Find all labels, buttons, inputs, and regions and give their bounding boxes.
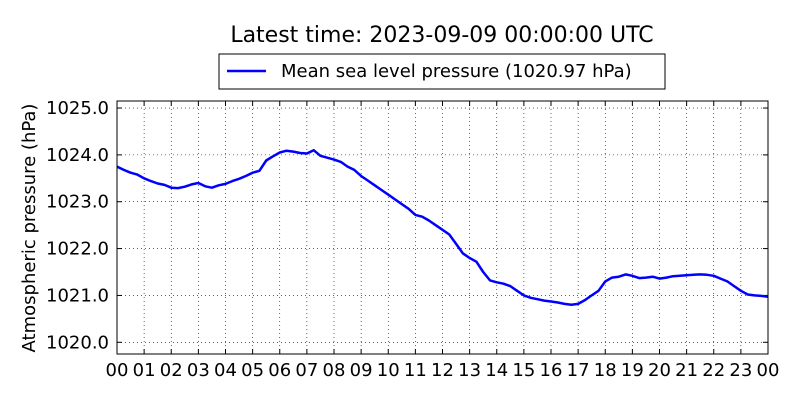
y-tick-label: 1024.0 bbox=[46, 145, 109, 166]
x-tick-label: 05 bbox=[241, 360, 264, 381]
grid bbox=[117, 101, 768, 354]
x-tick-label: 12 bbox=[431, 360, 454, 381]
x-tick-label: 23 bbox=[729, 360, 752, 381]
y-axis-label: Atmospheric pressure (hPa) bbox=[19, 104, 40, 353]
legend-label: Mean sea level pressure (1020.97 hPa) bbox=[281, 61, 632, 82]
x-tick-label: 21 bbox=[675, 360, 698, 381]
x-tick-label: 14 bbox=[485, 360, 508, 381]
x-tick-label: 10 bbox=[377, 360, 400, 381]
x-tick-label: 07 bbox=[295, 360, 318, 381]
x-tick-label: 20 bbox=[648, 360, 671, 381]
x-tick-label: 00 bbox=[106, 360, 129, 381]
x-tick-label: 03 bbox=[187, 360, 210, 381]
x-tick-label: 04 bbox=[214, 360, 237, 381]
x-tick-label: 15 bbox=[512, 360, 535, 381]
chart-title: Latest time: 2023-09-09 00:00:00 UTC bbox=[230, 23, 653, 48]
y-tick-label: 1020.0 bbox=[46, 332, 109, 353]
legend: Mean sea level pressure (1020.97 hPa) bbox=[218, 53, 666, 90]
x-tick-label: 06 bbox=[268, 360, 291, 381]
x-tick-label: 01 bbox=[133, 360, 156, 381]
y-tick-label: 1022.0 bbox=[46, 239, 109, 260]
y-tick-label: 1025.0 bbox=[46, 98, 109, 119]
x-tick-label: 17 bbox=[567, 360, 590, 381]
x-tick-label: 16 bbox=[540, 360, 563, 381]
x-tick-label: 09 bbox=[350, 360, 373, 381]
y-tick-label: 1023.0 bbox=[46, 192, 109, 213]
plot-frame bbox=[116, 100, 769, 355]
x-tick-label: 13 bbox=[458, 360, 481, 381]
plot-area bbox=[117, 101, 768, 354]
y-tick-label: 1021.0 bbox=[46, 285, 109, 306]
x-tick-labels: 00 01 02 03 04 05 06 07 08 09 10 11 12 13 14 15 16 17 18 19… bbox=[106, 360, 780, 381]
legend-box bbox=[218, 53, 666, 90]
ticks bbox=[116, 101, 769, 354]
x-tick-label: 19 bbox=[621, 360, 644, 381]
series-line-mean-sea-level-pressure bbox=[116, 148, 769, 307]
x-tick-label: 22 bbox=[702, 360, 725, 381]
y-tick-labels: 1020.0 1021.0 1022.0 1023.0 1024.0 1025.0 bbox=[46, 98, 109, 353]
series-layer bbox=[116, 148, 769, 307]
x-tick-label: 08 bbox=[323, 360, 346, 381]
x-tick-label: 00 bbox=[757, 360, 780, 381]
x-tick-label: 02 bbox=[160, 360, 183, 381]
x-tick-label: 18 bbox=[594, 360, 617, 381]
x-tick-label: 11 bbox=[404, 360, 427, 381]
